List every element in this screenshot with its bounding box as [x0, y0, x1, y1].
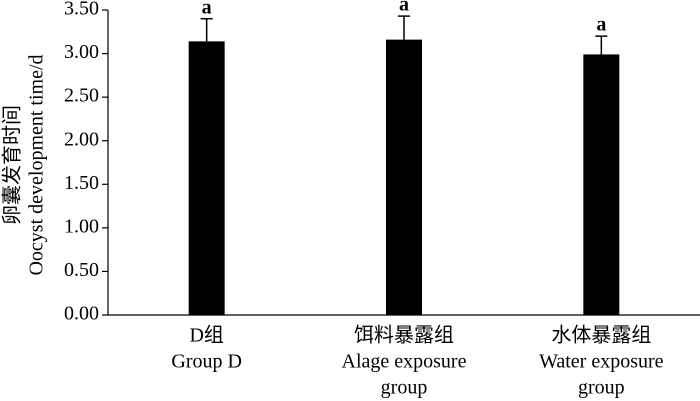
x-tick-label: Alage exposure	[342, 351, 467, 373]
annotation: a	[596, 14, 606, 36]
annotation: a	[399, 0, 409, 16]
x-tick-label: Group D	[171, 351, 242, 373]
bar	[386, 39, 422, 315]
bar	[188, 41, 225, 315]
y-tick-label: 1.00	[64, 215, 99, 237]
x-tick-label: group	[578, 377, 625, 399]
y-tick-label: 2.00	[64, 128, 99, 150]
y-tick-label: 3.50	[64, 0, 99, 20]
y-axis-label: 卵囊发育时间	[1, 105, 24, 225]
y-tick-label: 0.50	[64, 259, 99, 281]
y-tick-label: 1.50	[64, 172, 99, 194]
x-tick-label: 饵料暴露组	[354, 324, 454, 347]
x-tick-label: Water exposure	[539, 351, 664, 373]
bar	[583, 54, 620, 315]
y-tick-label: 2.50	[64, 85, 99, 107]
annotation: a	[202, 0, 212, 18]
x-tick-label: 水体暴露组	[551, 324, 651, 347]
y-tick-label: 0.00	[64, 303, 99, 325]
y-tick-label: 3.00	[64, 41, 99, 63]
y-axis-label: Oocyst development time/d	[26, 54, 48, 275]
x-tick-label: group	[381, 377, 428, 399]
x-tick-label: D组	[189, 324, 223, 347]
